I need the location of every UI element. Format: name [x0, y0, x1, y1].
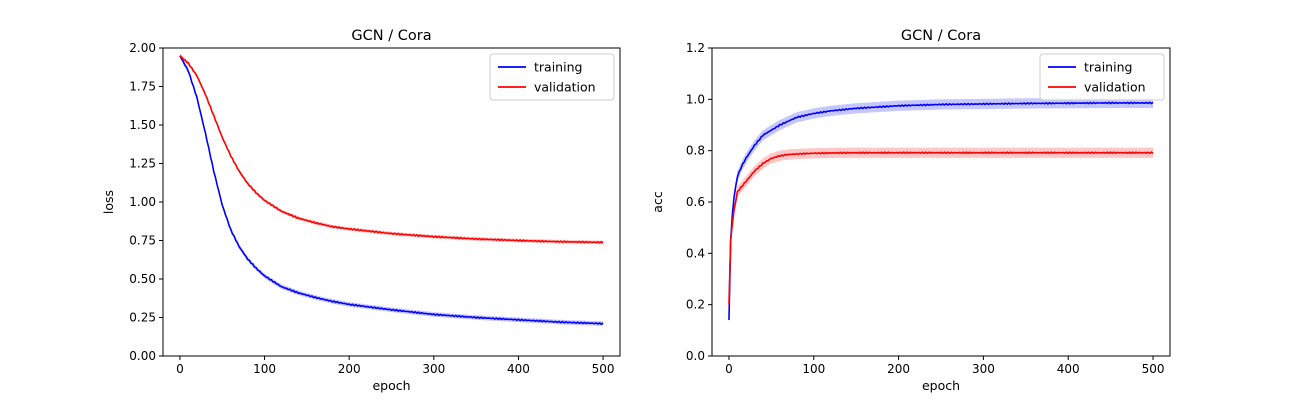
- y-tick-label: 1.00: [129, 195, 156, 209]
- y-tick-label: 0.75: [129, 234, 156, 248]
- x-tick-label: 0: [725, 362, 733, 376]
- legend-label-training: training: [534, 60, 582, 75]
- y-tick-label: 0.0: [686, 349, 705, 363]
- y-tick-label: 0.2: [686, 298, 705, 312]
- y-tick-label: 1.25: [129, 157, 156, 171]
- series-line-training: [728, 101, 1154, 321]
- x-tick-label: 500: [592, 362, 615, 376]
- y-tick-label: 0.00: [129, 349, 156, 363]
- y-tick-label: 1.50: [129, 118, 156, 132]
- y-tick-label: 2.00: [129, 41, 156, 55]
- y-tick-label: 1.75: [129, 80, 156, 94]
- legend-label-validation: validation: [534, 80, 596, 95]
- y-tick-label: 1.0: [686, 92, 705, 106]
- y-tick-label: 1.2: [686, 41, 705, 55]
- legend-label-training: training: [1084, 60, 1132, 75]
- x-tick-label: 200: [338, 362, 361, 376]
- y-tick-label: 0.8: [686, 144, 705, 158]
- legend-label-validation: validation: [1084, 80, 1146, 95]
- x-tick-label: 100: [802, 362, 825, 376]
- series-line-validation: [179, 55, 604, 244]
- legend-box: [489, 53, 615, 101]
- y-axis-label: loss: [101, 190, 116, 214]
- x-tick-label: 0: [176, 362, 184, 376]
- y-tick-label: 0.4: [686, 246, 705, 260]
- x-tick-label: 200: [887, 362, 910, 376]
- y-tick-label: 0.6: [686, 195, 705, 209]
- chart-loss: 0 100 200 300 400 500 0.00 0.25 0.50 0.75 1.00 1.25…: [101, 28, 621, 393]
- y-tick-label: 0.50: [129, 272, 156, 286]
- y-tick-label: 0.25: [129, 311, 156, 325]
- x-tick-label: 300: [422, 362, 445, 376]
- legend-box: [1039, 53, 1165, 101]
- x-axis-label: epoch: [922, 378, 960, 393]
- chart-accuracy: 0 100 200 300 400 500 0.0 0.2 0.4 0.6 0.8 1.0 1.2 GCN…: [650, 28, 1171, 393]
- legend: training validation: [489, 53, 615, 101]
- y-axis-label: acc: [650, 191, 665, 213]
- x-tick-label: 400: [1057, 362, 1080, 376]
- series-line-validation: [728, 151, 1154, 305]
- x-tick-label: 500: [1142, 362, 1165, 376]
- legend: training validation: [1039, 53, 1165, 101]
- chart-title: GCN / Cora: [351, 28, 431, 44]
- x-tick-label: 100: [253, 362, 276, 376]
- chart-title: GCN / Cora: [901, 28, 981, 44]
- series-band-training: [728, 97, 1154, 326]
- series-band-validation: [728, 147, 1154, 310]
- x-axis-label: epoch: [372, 378, 410, 393]
- x-tick-label: 300: [972, 362, 995, 376]
- x-tick-label: 400: [507, 362, 530, 376]
- series-line-training: [179, 55, 604, 326]
